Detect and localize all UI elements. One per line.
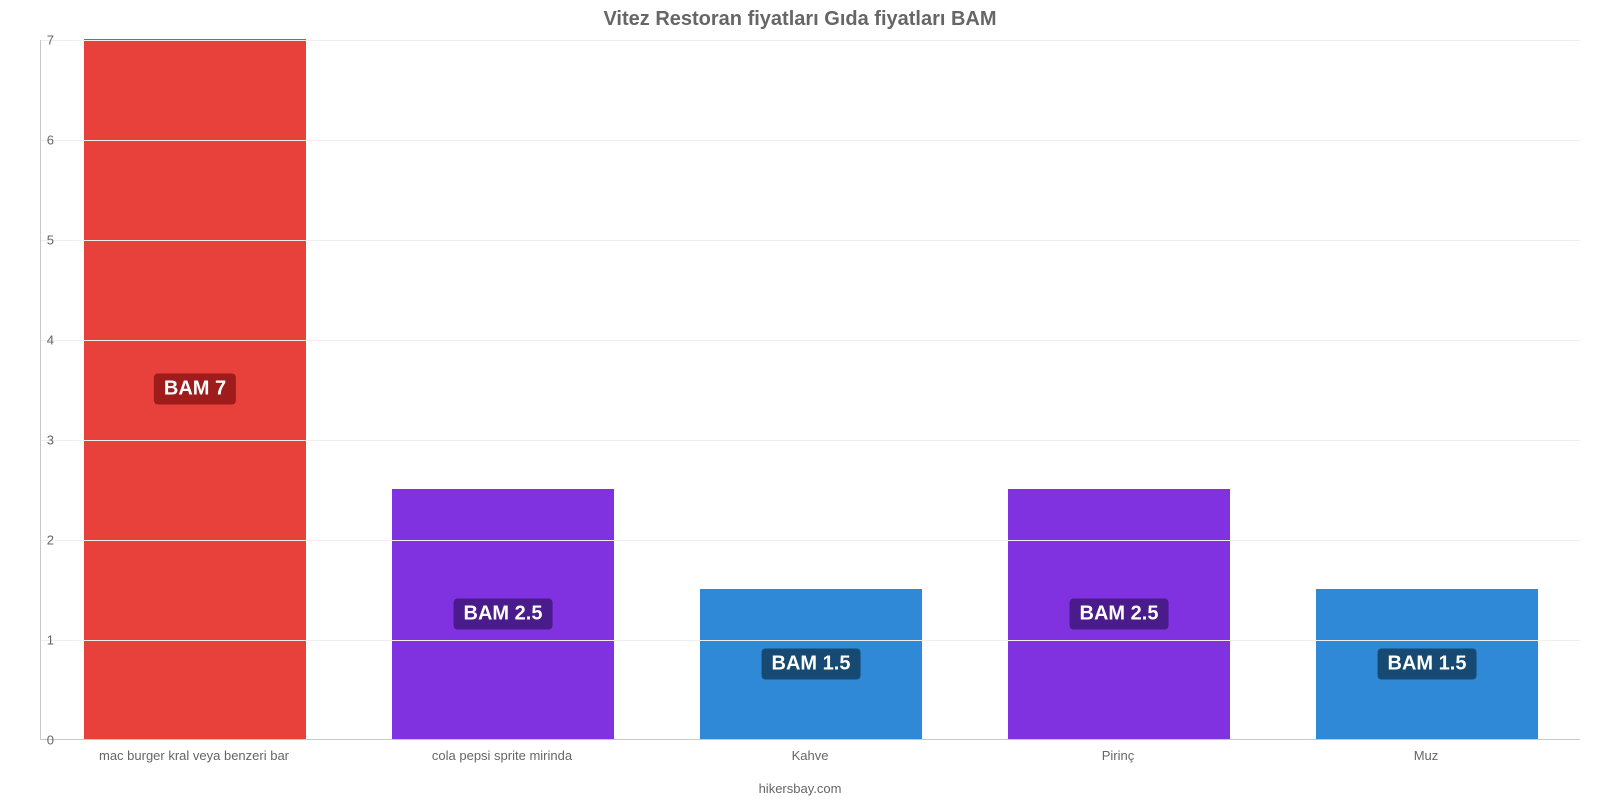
y-tick-label: 3 <box>24 433 54 448</box>
bar-value-label: BAM 7 <box>154 374 236 405</box>
gridline <box>41 340 1580 341</box>
y-tick-label: 0 <box>24 733 54 748</box>
gridline <box>41 540 1580 541</box>
y-tick-label: 7 <box>24 33 54 48</box>
x-tick-label: Muz <box>1414 748 1439 763</box>
x-tick-label: Kahve <box>792 748 829 763</box>
gridline <box>41 640 1580 641</box>
x-tick-label: mac burger kral veya benzeri bar <box>99 748 289 763</box>
bar-value-label: BAM 1.5 <box>762 649 861 680</box>
gridline <box>41 440 1580 441</box>
bar-value-label: BAM 2.5 <box>454 599 553 630</box>
y-tick-label: 5 <box>24 233 54 248</box>
x-tick-label: cola pepsi sprite mirinda <box>432 748 572 763</box>
x-tick-label: Pirinç <box>1102 748 1135 763</box>
y-tick-label: 1 <box>24 633 54 648</box>
plot-area: BAM 7 BAM 2.5 BAM 1.5 BAM 2.5 BAM 1.5 <box>40 40 1580 740</box>
bars-layer: BAM 7 BAM 2.5 BAM 1.5 BAM 2.5 BAM 1.5 <box>41 40 1580 739</box>
price-bar-chart: Vitez Restoran fiyatları Gıda fiyatları … <box>0 0 1600 800</box>
gridline <box>41 240 1580 241</box>
y-tick-label: 4 <box>24 333 54 348</box>
y-tick-label: 2 <box>24 533 54 548</box>
bar-value-label: BAM 2.5 <box>1070 599 1169 630</box>
gridline <box>41 40 1580 41</box>
chart-credit: hikersbay.com <box>0 781 1600 796</box>
bar-value-label: BAM 1.5 <box>1378 649 1477 680</box>
y-tick-label: 6 <box>24 133 54 148</box>
gridline <box>41 140 1580 141</box>
chart-title: Vitez Restoran fiyatları Gıda fiyatları … <box>0 8 1600 31</box>
